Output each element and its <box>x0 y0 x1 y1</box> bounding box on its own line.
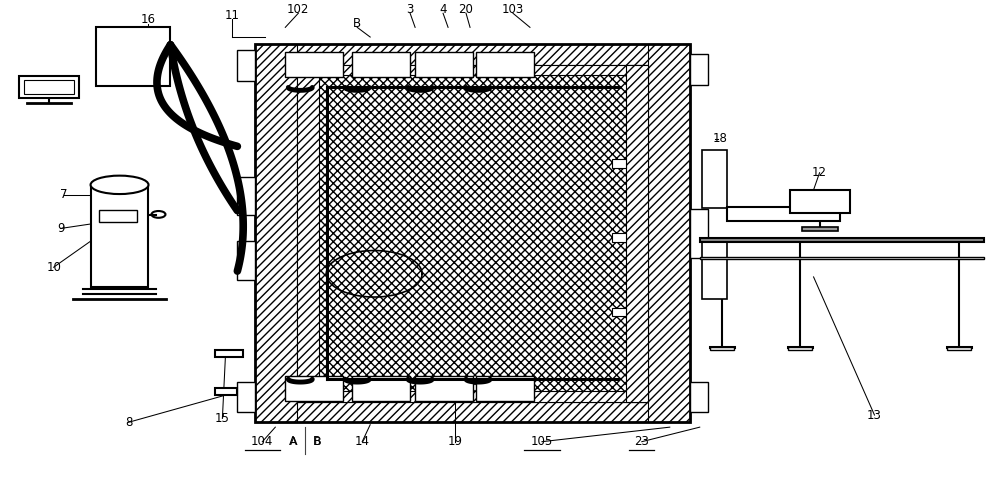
Text: 19: 19 <box>448 435 463 448</box>
Bar <box>285 52 343 77</box>
Bar <box>297 65 319 402</box>
Text: B: B <box>313 435 321 448</box>
Bar <box>297 391 648 402</box>
Bar <box>237 51 255 81</box>
Bar <box>648 44 690 422</box>
Bar <box>476 52 534 77</box>
Text: 4: 4 <box>439 3 447 16</box>
Text: 13: 13 <box>867 409 882 421</box>
Bar <box>255 44 690 422</box>
Bar <box>19 76 79 98</box>
Text: 10: 10 <box>46 260 61 274</box>
Bar <box>690 54 708 85</box>
Text: 9: 9 <box>57 222 64 235</box>
Text: 14: 14 <box>355 435 370 448</box>
Text: B: B <box>313 437 321 447</box>
Text: 15: 15 <box>215 412 230 425</box>
Bar <box>215 388 237 395</box>
Bar <box>99 210 137 223</box>
Text: 17: 17 <box>26 81 41 93</box>
Bar <box>255 402 690 422</box>
Text: 18: 18 <box>712 132 727 145</box>
Bar <box>415 376 473 401</box>
Text: 103: 103 <box>502 3 524 16</box>
Bar <box>612 159 626 168</box>
Text: A: A <box>289 435 297 448</box>
Bar <box>24 80 74 94</box>
Text: 11: 11 <box>225 9 240 22</box>
Text: 104: 104 <box>251 435 274 448</box>
Text: 205: 205 <box>305 384 324 394</box>
Text: 208: 208 <box>496 384 514 394</box>
Bar <box>790 190 850 213</box>
Text: 12: 12 <box>812 166 827 179</box>
Text: B: B <box>353 17 361 31</box>
Bar <box>96 27 170 86</box>
Bar <box>690 209 708 258</box>
Bar <box>237 382 255 412</box>
Bar <box>612 233 626 242</box>
Bar <box>727 207 840 221</box>
Bar <box>702 241 727 299</box>
Bar <box>237 176 255 215</box>
Bar <box>215 349 243 357</box>
Bar <box>788 347 812 350</box>
Text: 105: 105 <box>531 435 553 448</box>
Text: 8: 8 <box>125 416 132 429</box>
Bar <box>285 376 343 401</box>
Bar <box>352 376 410 401</box>
Bar <box>690 382 708 412</box>
Bar <box>297 65 648 402</box>
Bar <box>700 238 984 242</box>
Text: 21: 21 <box>712 149 727 162</box>
Text: 206: 206 <box>372 384 390 394</box>
Ellipse shape <box>91 175 148 194</box>
Bar <box>702 150 727 208</box>
Bar <box>297 65 648 75</box>
Bar <box>612 308 626 316</box>
Bar <box>710 347 734 350</box>
Bar <box>352 52 410 77</box>
Text: 207: 207 <box>435 384 453 394</box>
Bar <box>237 241 255 279</box>
Text: 16: 16 <box>141 13 156 26</box>
Text: A: A <box>289 437 297 447</box>
Text: 102: 102 <box>287 3 309 16</box>
Bar <box>802 227 838 231</box>
Text: 23: 23 <box>634 435 649 448</box>
Bar <box>476 376 534 401</box>
Text: 204: 204 <box>496 59 514 69</box>
Text: 20: 20 <box>459 3 473 16</box>
Bar <box>255 44 297 422</box>
Bar <box>700 257 984 259</box>
Text: 3: 3 <box>406 3 414 16</box>
Text: 203: 203 <box>435 59 453 69</box>
Text: 2: 2 <box>716 166 723 179</box>
Bar <box>626 65 648 402</box>
Text: 202: 202 <box>372 59 390 69</box>
Bar <box>947 347 971 350</box>
Text: 7: 7 <box>60 188 67 201</box>
Bar <box>255 44 690 65</box>
Bar <box>91 185 148 287</box>
Bar <box>415 52 473 77</box>
Text: 201: 201 <box>305 59 324 69</box>
